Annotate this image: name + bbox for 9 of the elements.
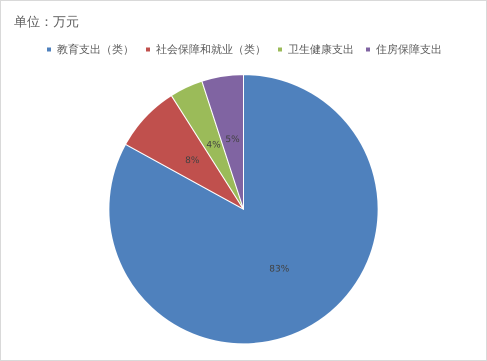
data-label: 83% [269,264,290,275]
chart-title: 单位：万元 [14,15,79,30]
legend-label: 教育支出（类） [57,43,134,56]
legend-label: 住房保障支出 [376,43,442,56]
legend-label: 卫生健康支出 [288,43,354,56]
legend-label: 社会保障和就业（类） [156,43,266,56]
data-label: 4% [206,140,222,151]
data-label: 8% [185,156,200,166]
data-label: 5% [225,134,240,145]
